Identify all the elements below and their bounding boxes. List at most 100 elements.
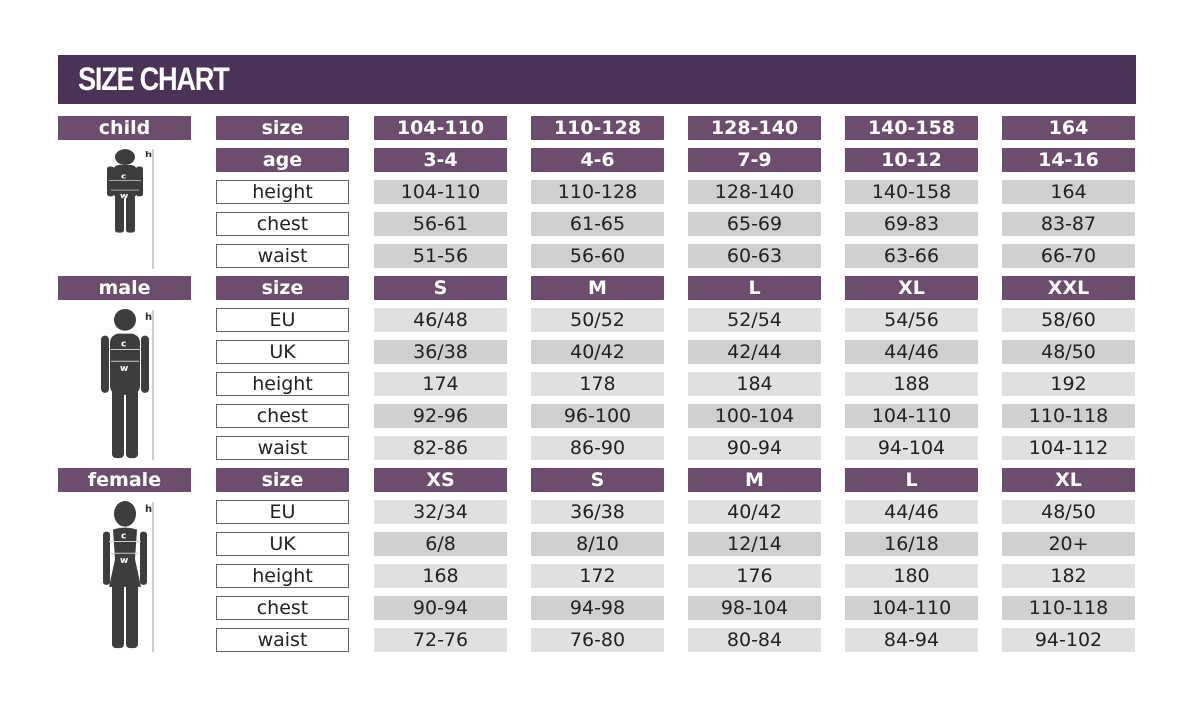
cell-male-chest: 110-118 <box>1002 404 1135 428</box>
cell-female-size: XL <box>1002 468 1135 492</box>
page-title: SIZE CHART <box>78 61 230 97</box>
cell-male-waist: 86-90 <box>531 436 664 460</box>
cell-male-height: 188 <box>845 372 978 396</box>
row-label-age: age <box>216 148 349 172</box>
cell-female-waist: 72-76 <box>374 628 507 652</box>
cell-child-height: 104-110 <box>374 180 507 204</box>
cell-child-age: 10-12 <box>845 148 978 172</box>
cell-child-chest: 83-87 <box>1002 212 1135 236</box>
cell-female-size: S <box>531 468 664 492</box>
child-silhouette-icon: h c w <box>95 146 165 276</box>
svg-text:c: c <box>121 532 126 542</box>
row-label-height: height <box>216 564 349 588</box>
cell-female-eu: 32/34 <box>374 500 507 524</box>
svg-text:h: h <box>145 312 152 323</box>
cell-male-uk: 48/50 <box>1002 340 1135 364</box>
row-label-eu: EU <box>216 500 349 524</box>
cell-male-height: 184 <box>688 372 821 396</box>
cell-female-uk: 16/18 <box>845 532 978 556</box>
row-label-height: height <box>216 180 349 204</box>
cell-female-waist: 84-94 <box>845 628 978 652</box>
cell-male-waist: 90-94 <box>688 436 821 460</box>
section-label-female: female <box>58 468 191 492</box>
cell-female-eu: 44/46 <box>845 500 978 524</box>
female-silhouette-icon: h c w <box>95 498 165 660</box>
cell-child-waist: 51-56 <box>374 244 507 268</box>
cell-male-size: L <box>688 276 821 300</box>
cell-female-height: 182 <box>1002 564 1135 588</box>
cell-female-uk: 8/10 <box>531 532 664 556</box>
svg-text:h: h <box>145 151 152 160</box>
cell-female-eu: 40/42 <box>688 500 821 524</box>
cell-male-uk: 44/46 <box>845 340 978 364</box>
svg-text:c: c <box>121 340 126 350</box>
cell-male-waist: 82-86 <box>374 436 507 460</box>
cell-female-uk: 6/8 <box>374 532 507 556</box>
cell-child-chest: 69-83 <box>845 212 978 236</box>
cell-child-waist: 66-70 <box>1002 244 1135 268</box>
cell-female-waist: 94-102 <box>1002 628 1135 652</box>
cell-male-eu: 52/54 <box>688 308 821 332</box>
cell-male-height: 178 <box>531 372 664 396</box>
row-label-waist: waist <box>216 628 349 652</box>
cell-child-waist: 63-66 <box>845 244 978 268</box>
cell-child-height: 110-128 <box>531 180 664 204</box>
cell-male-size: XL <box>845 276 978 300</box>
cell-child-size: 104-110 <box>374 116 507 140</box>
row-label-uk: UK <box>216 532 349 556</box>
row-label-size: size <box>216 468 349 492</box>
row-label-waist: waist <box>216 436 349 460</box>
row-label-eu: EU <box>216 308 349 332</box>
cell-male-eu: 58/60 <box>1002 308 1135 332</box>
cell-male-size: XXL <box>1002 276 1135 300</box>
cell-female-size: XS <box>374 468 507 492</box>
cell-female-chest: 98-104 <box>688 596 821 620</box>
cell-child-waist: 60-63 <box>688 244 821 268</box>
row-label-size: size <box>216 116 349 140</box>
cell-child-height: 164 <box>1002 180 1135 204</box>
cell-female-chest: 104-110 <box>845 596 978 620</box>
cell-female-waist: 80-84 <box>688 628 821 652</box>
cell-female-chest: 94-98 <box>531 596 664 620</box>
row-label-chest: chest <box>216 212 349 236</box>
cell-child-size: 164 <box>1002 116 1135 140</box>
cell-male-size: S <box>374 276 507 300</box>
svg-text:w: w <box>120 364 128 374</box>
cell-child-waist: 56-60 <box>531 244 664 268</box>
cell-male-chest: 92-96 <box>374 404 507 428</box>
cell-child-age: 3-4 <box>374 148 507 172</box>
title-bar: SIZE CHART <box>58 55 1136 104</box>
cell-female-height: 176 <box>688 564 821 588</box>
svg-text:c: c <box>121 171 127 180</box>
cell-child-age: 7-9 <box>688 148 821 172</box>
cell-male-chest: 96-100 <box>531 404 664 428</box>
row-label-waist: waist <box>216 244 349 268</box>
row-label-chest: chest <box>216 596 349 620</box>
cell-child-chest: 65-69 <box>688 212 821 236</box>
cell-male-chest: 104-110 <box>845 404 978 428</box>
cell-female-chest: 110-118 <box>1002 596 1135 620</box>
cell-child-chest: 61-65 <box>531 212 664 236</box>
svg-text:w: w <box>120 191 129 200</box>
cell-male-chest: 100-104 <box>688 404 821 428</box>
cell-male-eu: 54/56 <box>845 308 978 332</box>
cell-child-age: 4-6 <box>531 148 664 172</box>
row-label-size: size <box>216 276 349 300</box>
row-label-chest: chest <box>216 404 349 428</box>
cell-male-waist: 94-104 <box>845 436 978 460</box>
cell-female-height: 180 <box>845 564 978 588</box>
cell-male-uk: 42/44 <box>688 340 821 364</box>
cell-male-uk: 36/38 <box>374 340 507 364</box>
row-label-uk: UK <box>216 340 349 364</box>
cell-male-size: M <box>531 276 664 300</box>
cell-female-height: 168 <box>374 564 507 588</box>
cell-child-height: 128-140 <box>688 180 821 204</box>
svg-text:w: w <box>120 556 128 566</box>
row-label-height: height <box>216 372 349 396</box>
male-silhouette-icon: h c w <box>95 306 165 468</box>
cell-female-uk: 12/14 <box>688 532 821 556</box>
cell-male-eu: 46/48 <box>374 308 507 332</box>
cell-male-height: 192 <box>1002 372 1135 396</box>
cell-child-size: 140-158 <box>845 116 978 140</box>
cell-female-chest: 90-94 <box>374 596 507 620</box>
